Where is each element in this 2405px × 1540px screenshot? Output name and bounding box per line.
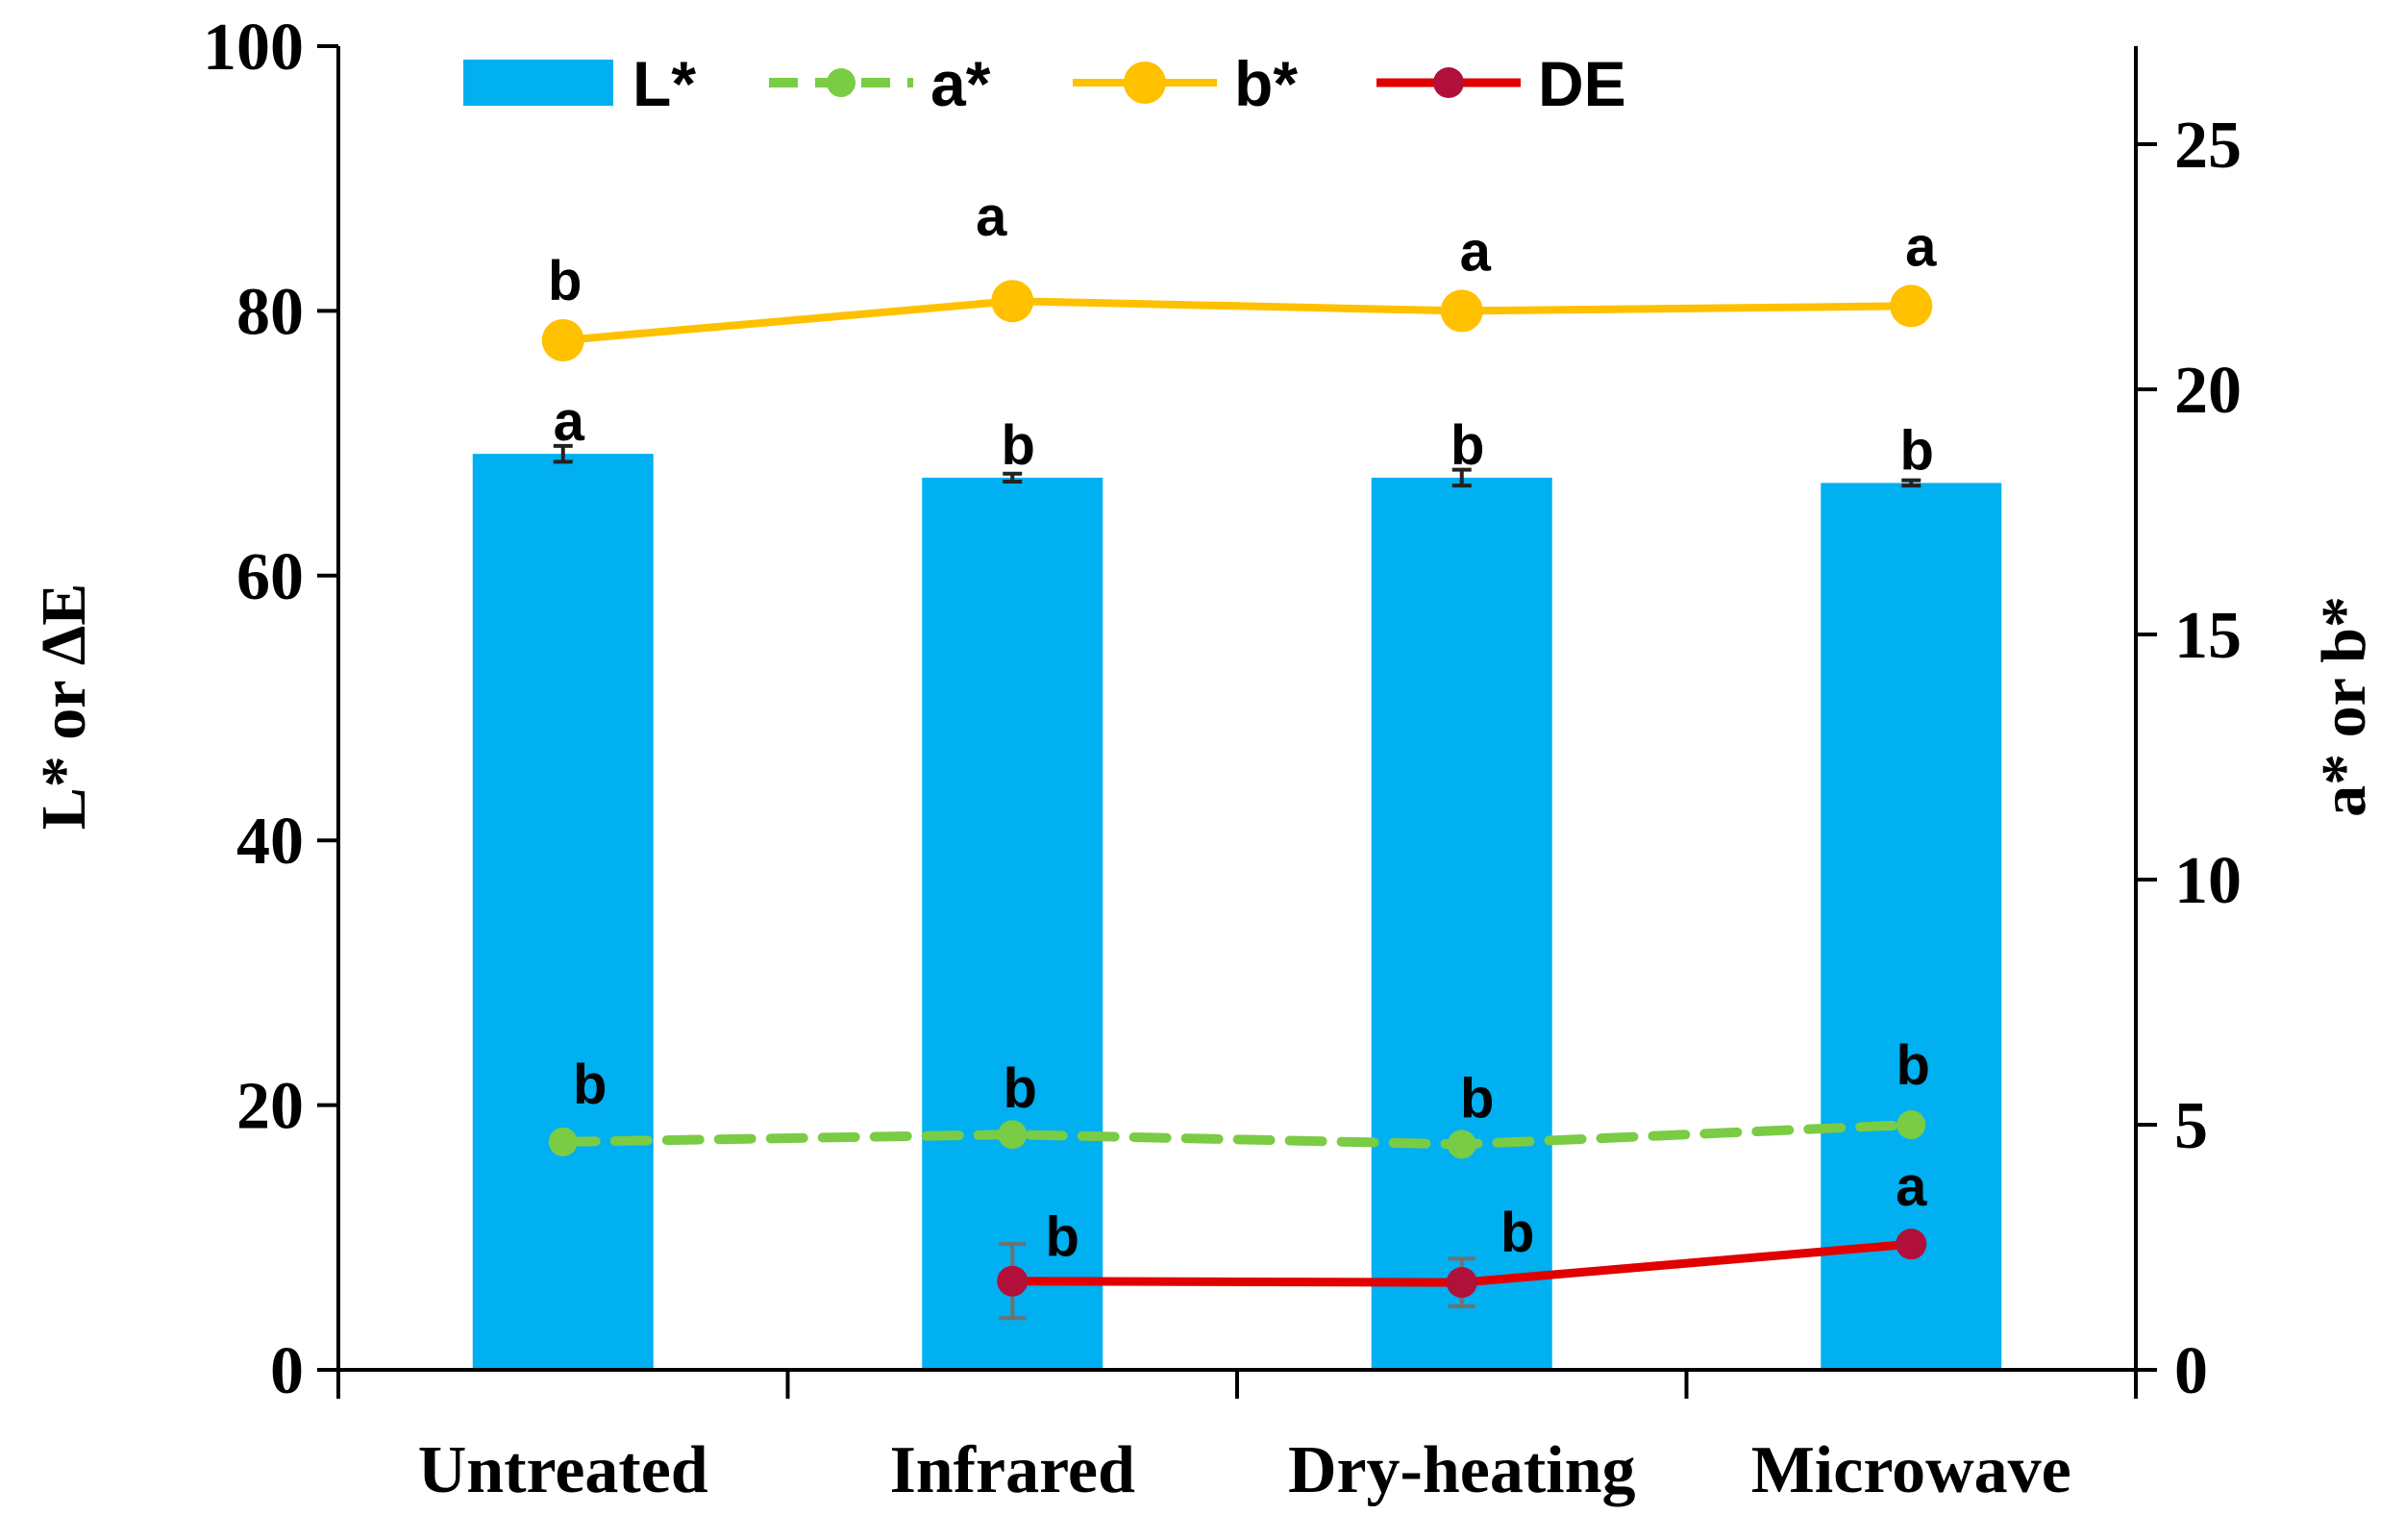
series-marker-b-star	[1440, 289, 1483, 333]
bar-infrared	[922, 477, 1103, 1371]
left-tick-label: 60	[236, 540, 304, 614]
x-category-label: Microwave	[1751, 1433, 2071, 1507]
series-significance-label: b	[1460, 1067, 1494, 1130]
bar-significance-label: a	[554, 390, 585, 453]
series-significance-label: b	[1004, 1057, 1037, 1120]
legend-swatch-l-star	[463, 60, 613, 106]
legend-swatch-marker-a-star	[827, 68, 855, 97]
right-tick-label: 0	[2174, 1334, 2208, 1408]
legend-label-l-star: L*	[632, 48, 696, 119]
bar-significance-label: b	[1002, 414, 1035, 477]
series-line-a-star	[558, 1120, 1917, 1150]
series-marker-de	[997, 1265, 1029, 1297]
series-significance-label: b	[548, 250, 582, 312]
legend-swatch-marker-de	[1433, 67, 1464, 98]
series-marker-de	[1446, 1267, 1477, 1299]
bars-layer	[472, 454, 2002, 1371]
series-marker-a-star	[998, 1120, 1028, 1150]
series-marker-b-star	[1890, 285, 1933, 328]
x-category-label: Dry-heating	[1288, 1433, 1636, 1507]
right-tick-label: 10	[2174, 844, 2242, 918]
axes-layer: 0 20 40 60 80 100 0 5 10 15 20 25 Untreated Infrared D…	[203, 11, 2242, 1507]
lines-layer	[541, 280, 1933, 1321]
bar-significance-label: b	[1450, 414, 1484, 477]
legend-label-b-star: b*	[1234, 48, 1298, 119]
bar-untreated	[472, 454, 654, 1371]
left-axis-title: L* or ΔE	[29, 584, 99, 831]
series-marker-a-star	[1897, 1110, 1926, 1139]
legend-label-de: DE	[1538, 48, 1626, 119]
series-significance-label: a	[1905, 215, 1937, 278]
right-tick-label: 20	[2174, 354, 2242, 428]
right-tick-label: 5	[2174, 1089, 2208, 1163]
series-significance-label: b	[1897, 1034, 1930, 1097]
series-marker-de	[1896, 1229, 1927, 1260]
left-tick-label: 80	[236, 275, 304, 349]
series-marker-b-star	[991, 280, 1034, 323]
right-tick-label: 15	[2174, 599, 2242, 673]
right-axis-title: a* or b*	[2309, 596, 2379, 817]
left-tick-label: 40	[236, 805, 304, 879]
series-marker-a-star	[1447, 1130, 1476, 1159]
legend-label-a-star: a*	[930, 48, 991, 119]
series-significance-label: a	[1460, 220, 1492, 283]
series-significance-label: b	[1046, 1206, 1079, 1269]
series-marker-a-star	[548, 1127, 578, 1156]
series-line-b-star	[558, 297, 1916, 344]
series-significance-label: b	[1500, 1202, 1534, 1264]
bar-dry-heating	[1371, 477, 1552, 1371]
left-tick-label: 20	[236, 1070, 304, 1144]
series-significance-label: a	[1896, 1155, 1927, 1218]
legend-swatch-marker-b-star	[1124, 62, 1166, 104]
left-tick-label: 0	[270, 1334, 304, 1408]
left-tick-label: 100	[203, 11, 304, 85]
series-significance-label: a	[976, 186, 1007, 248]
x-category-label: Infrared	[890, 1433, 1135, 1507]
legend: L* a* b* DE	[463, 48, 1626, 119]
right-tick-label: 25	[2174, 109, 2242, 183]
bar-significance-label: b	[1900, 419, 1934, 482]
series-marker-b-star	[541, 319, 584, 361]
x-category-label: Untreated	[418, 1433, 708, 1507]
bar-microwave	[1821, 483, 2002, 1370]
error-bars-layer	[553, 443, 1922, 488]
series-significance-label: b	[573, 1054, 607, 1116]
